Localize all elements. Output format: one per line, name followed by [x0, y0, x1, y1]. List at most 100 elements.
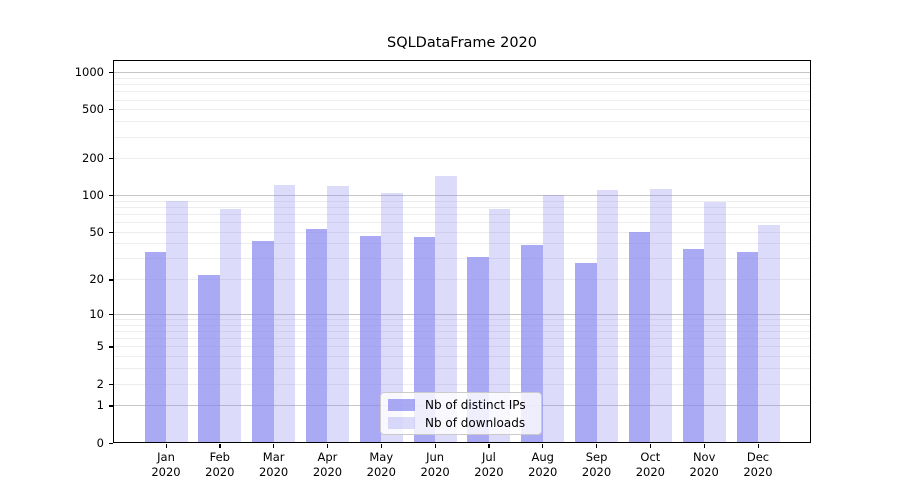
bar-distinct-ips: [575, 262, 597, 443]
x-tick-year: 2020: [258, 465, 289, 479]
bar-downloads: [435, 175, 457, 443]
x-axis-tick: [380, 444, 382, 448]
bar-distinct-ips: [628, 232, 651, 443]
x-tick-month: Aug: [531, 450, 554, 464]
bar-downloads: [166, 201, 188, 443]
x-axis-tick-label: Oct 2020: [620, 450, 680, 480]
y-axis-tick: [109, 109, 113, 111]
y-axis-tick: [109, 442, 113, 444]
x-axis-tick-label: Jun 2020: [405, 450, 465, 480]
x-axis-tick: [649, 444, 652, 448]
x-tick-month: Feb: [209, 450, 230, 464]
x-tick-month: Oct: [640, 450, 661, 464]
bar-downloads: [327, 186, 349, 443]
y-axis-tick-label: 100: [82, 188, 104, 203]
gridline-minor: [113, 91, 811, 93]
legend-item: Nb of distinct IPs: [388, 398, 534, 412]
legend-item: Nb of downloads: [388, 416, 534, 430]
x-tick-month: Jan: [157, 450, 175, 464]
gridline-minor: [113, 158, 811, 160]
x-axis-tick-label: Mar 2020: [244, 450, 304, 480]
y-axis-tick-label: 2: [96, 376, 104, 391]
bar-distinct-ips: [736, 252, 758, 443]
y-axis-tick: [109, 231, 113, 233]
x-axis-tick-label: Aug 2020: [513, 450, 573, 480]
bar-distinct-ips: [682, 249, 705, 443]
gridline-major: [113, 313, 811, 315]
bar-distinct-ips: [252, 241, 274, 443]
legend-swatch-icon: [388, 416, 415, 429]
y-axis-tick: [109, 383, 113, 385]
gridline-minor: [113, 319, 811, 321]
x-tick-month: Sep: [585, 450, 608, 464]
gridline-minor: [113, 200, 811, 202]
y-axis-tick-label: 200: [82, 151, 104, 166]
bar-downloads: [704, 201, 726, 443]
x-tick-year: 2020: [743, 465, 773, 479]
y-axis-tick: [109, 72, 113, 74]
gridline-minor: [113, 222, 811, 224]
y-axis-tick-label: 50: [89, 224, 104, 239]
x-tick-month: Dec: [746, 450, 770, 464]
x-tick-year: 2020: [366, 465, 396, 479]
y-axis-tick: [109, 279, 113, 281]
gridline-minor: [113, 206, 811, 208]
y-axis-tick: [109, 195, 113, 197]
bar-distinct-ips: [198, 274, 220, 443]
gridline-minor: [113, 136, 811, 138]
gridline-minor: [113, 77, 811, 79]
x-tick-month: May: [369, 450, 394, 464]
bar-downloads: [758, 225, 780, 443]
gridline-minor: [113, 99, 811, 101]
bar-downloads: [273, 185, 296, 443]
bar-downloads: [542, 195, 565, 443]
y-axis-tick: [109, 346, 113, 348]
x-tick-month: Mar: [262, 450, 285, 464]
x-tick-month: Nov: [692, 450, 716, 464]
gridline-minor: [113, 279, 811, 281]
y-axis-tick: [109, 405, 113, 407]
x-axis-tick-label: Jan 2020: [136, 450, 196, 480]
bar-distinct-ips: [305, 229, 328, 443]
x-tick-month: Apr: [317, 450, 338, 464]
plot-area: [113, 60, 811, 443]
gridline-minor: [113, 258, 811, 260]
gridline-minor: [113, 109, 811, 111]
bar-downloads: [219, 208, 242, 443]
x-tick-year: 2020: [635, 465, 665, 479]
gridline-major: [113, 72, 811, 74]
legend-item-label: Nb of distinct IPs: [425, 397, 526, 412]
gridline-minor: [113, 231, 811, 233]
y-axis-tick-label: 1000: [74, 65, 104, 80]
x-tick-month: Jul: [481, 450, 496, 464]
gridline-minor: [113, 338, 811, 340]
y-axis-tick-label: 0: [96, 435, 104, 450]
x-tick-year: 2020: [474, 465, 504, 479]
legend: Nb of distinct IPs Nb of downloads: [380, 392, 542, 435]
x-tick-year: 2020: [151, 465, 181, 479]
bar-distinct-ips: [144, 252, 166, 443]
x-axis-tick-label: Feb 2020: [190, 450, 250, 480]
x-axis-tick-label: May 2020: [351, 450, 411, 480]
x-tick-year: 2020: [581, 465, 612, 479]
bar-distinct-ips: [359, 235, 382, 443]
x-axis-tick-label: Jul 2020: [459, 450, 519, 480]
x-axis-tick: [219, 444, 221, 448]
x-tick-year: 2020: [528, 465, 558, 479]
x-tick-year: 2020: [689, 465, 719, 479]
gridline-minor: [113, 331, 811, 333]
gridline-major: [113, 195, 811, 197]
bar-downloads: [596, 190, 619, 443]
y-axis-tick-label: 500: [82, 102, 104, 117]
bar-downloads: [381, 193, 403, 443]
y-axis-tick-label: 1: [96, 398, 104, 413]
x-tick-year: 2020: [205, 465, 235, 479]
y-axis-tick: [109, 313, 113, 316]
y-axis-tick-label: 10: [89, 306, 104, 321]
x-axis-tick-label: Apr 2020: [297, 450, 357, 480]
x-axis-tick-label: Dec 2020: [728, 450, 788, 480]
x-tick-year: 2020: [312, 465, 343, 479]
bar-downloads: [488, 208, 511, 443]
bar-distinct-ips: [413, 236, 436, 443]
